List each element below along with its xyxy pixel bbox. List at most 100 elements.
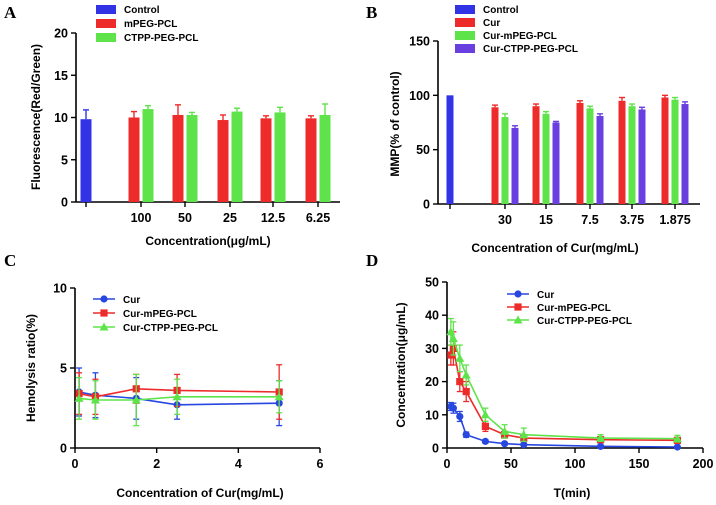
data-point (481, 437, 489, 445)
bar (305, 118, 317, 202)
data-point (596, 433, 606, 442)
panel-letter-a: A (4, 3, 17, 22)
x-tick-label: 4 (235, 457, 242, 471)
y-axis-title: Concentration(μg/mL) (394, 302, 408, 427)
data-point (500, 426, 510, 435)
panel-b-bar-chart: 0 50 100 150 MMP(% of control) 30 15 7.5 3.75 1.8… (388, 5, 700, 255)
data-point (672, 434, 682, 443)
bar (446, 95, 454, 204)
x-tick-label: 0 (444, 457, 451, 471)
y-tick-label: 50 (425, 276, 439, 290)
panel-a-bar-chart: 0 5 10 15 20 Fluorescence(Red/Green) 100 50 25 12… (29, 5, 340, 248)
bar (681, 104, 689, 204)
data-point (481, 422, 489, 431)
y-tick-label: 30 (425, 342, 439, 356)
y-axis-title: Fluorescence(Red/Green) (29, 44, 43, 190)
y-axis-title: MMP(% of control) (388, 71, 402, 176)
legend-label: Cur-CTPP-PEG-PCL (483, 44, 578, 55)
y-tick-label: 5 (60, 362, 67, 376)
x-tick-label: 2 (153, 457, 160, 471)
bar (186, 114, 198, 202)
bar (511, 127, 519, 204)
data-point (90, 395, 100, 404)
legend-label: Cur-mPEG-PCL (123, 309, 197, 320)
data-point (597, 442, 605, 450)
y-tick-label: 0 (60, 442, 67, 456)
bar (80, 119, 92, 202)
data-point (462, 431, 470, 439)
panel-d-line-chart: 0 10 20 30 40 50 Concentration(μg/mL) 0 50 100 150… (394, 276, 713, 501)
legend-marker (99, 322, 109, 331)
bar (532, 106, 540, 204)
y-tick-label: 15 (54, 69, 68, 83)
y-tick-label: 5 (61, 153, 68, 167)
legend-swatch (455, 44, 475, 53)
data-point (456, 378, 464, 386)
x-tick-label: 0 (72, 457, 79, 471)
legend-label: CTPP-PEG-PCL (124, 33, 198, 44)
x-tick-label: 15 (539, 213, 553, 227)
x-tick-label: 150 (629, 457, 650, 471)
bar (552, 122, 560, 204)
legend-swatch (96, 5, 116, 14)
legend-label: Control (124, 5, 160, 16)
bar (501, 117, 509, 204)
data-point (519, 430, 529, 439)
bar (576, 102, 584, 204)
legend-swatch (455, 18, 475, 27)
x-tick-label: 100 (131, 211, 152, 225)
y-tick-label: 150 (409, 35, 430, 49)
panel-letter-b: B (366, 3, 377, 22)
panel-c-line-chart: 0 5 10 Hemolysis ratio(%) 0 2 4 6 Concentration … (24, 282, 324, 501)
bar (260, 118, 272, 202)
legend-label: Cur-mPEG-PCL (537, 303, 611, 314)
x-tick-label: 3.75 (620, 213, 644, 227)
data-point (480, 410, 490, 419)
legend-label: Cur-CTPP-PEG-PCL (537, 316, 632, 327)
bar (319, 114, 331, 202)
panel-letter-c: C (4, 251, 16, 270)
legend-label: Control (483, 5, 519, 16)
y-tick-label: 10 (425, 408, 439, 422)
y-tick-label: 10 (53, 282, 67, 296)
data-point (172, 392, 182, 401)
panel-letter-d: D (366, 251, 378, 270)
x-tick-label: 50 (504, 457, 518, 471)
x-tick-label: 6 (317, 457, 324, 471)
bar (274, 112, 286, 202)
y-tick-label: 0 (61, 196, 68, 210)
data-point (456, 412, 464, 421)
legend-marker (514, 290, 522, 298)
bar (142, 109, 154, 202)
data-point (462, 387, 470, 396)
bar (491, 107, 499, 204)
bar (638, 109, 646, 204)
x-tick-label: 7.5 (581, 213, 598, 227)
bar (586, 108, 594, 204)
bar (128, 117, 140, 202)
legend-swatch (455, 31, 475, 40)
legend-label: Cur (537, 290, 554, 301)
legend-swatch (96, 19, 116, 28)
legend-marker (100, 309, 108, 317)
x-tick-label: 12.5 (261, 211, 285, 225)
legend-marker (100, 295, 108, 303)
x-tick-label: 30 (498, 213, 512, 227)
data-point (274, 392, 284, 401)
y-tick-label: 10 (54, 111, 68, 125)
legend-label: Cur (483, 18, 500, 29)
x-axis-title: Concentration(μg/mL) (145, 234, 270, 248)
data-point (673, 443, 682, 451)
data-point (449, 404, 457, 412)
y-tick-label: 0 (432, 442, 439, 456)
x-tick-label: 50 (178, 211, 192, 225)
x-axis-title: Concentration of Cur(mg/mL) (116, 486, 283, 500)
x-tick-label: 6.25 (306, 211, 330, 225)
data-point (520, 441, 528, 449)
y-tick-label: 50 (416, 143, 430, 157)
bar (628, 106, 636, 204)
data-point (501, 440, 509, 448)
x-tick-label: 25 (223, 211, 237, 225)
bar (618, 100, 626, 204)
